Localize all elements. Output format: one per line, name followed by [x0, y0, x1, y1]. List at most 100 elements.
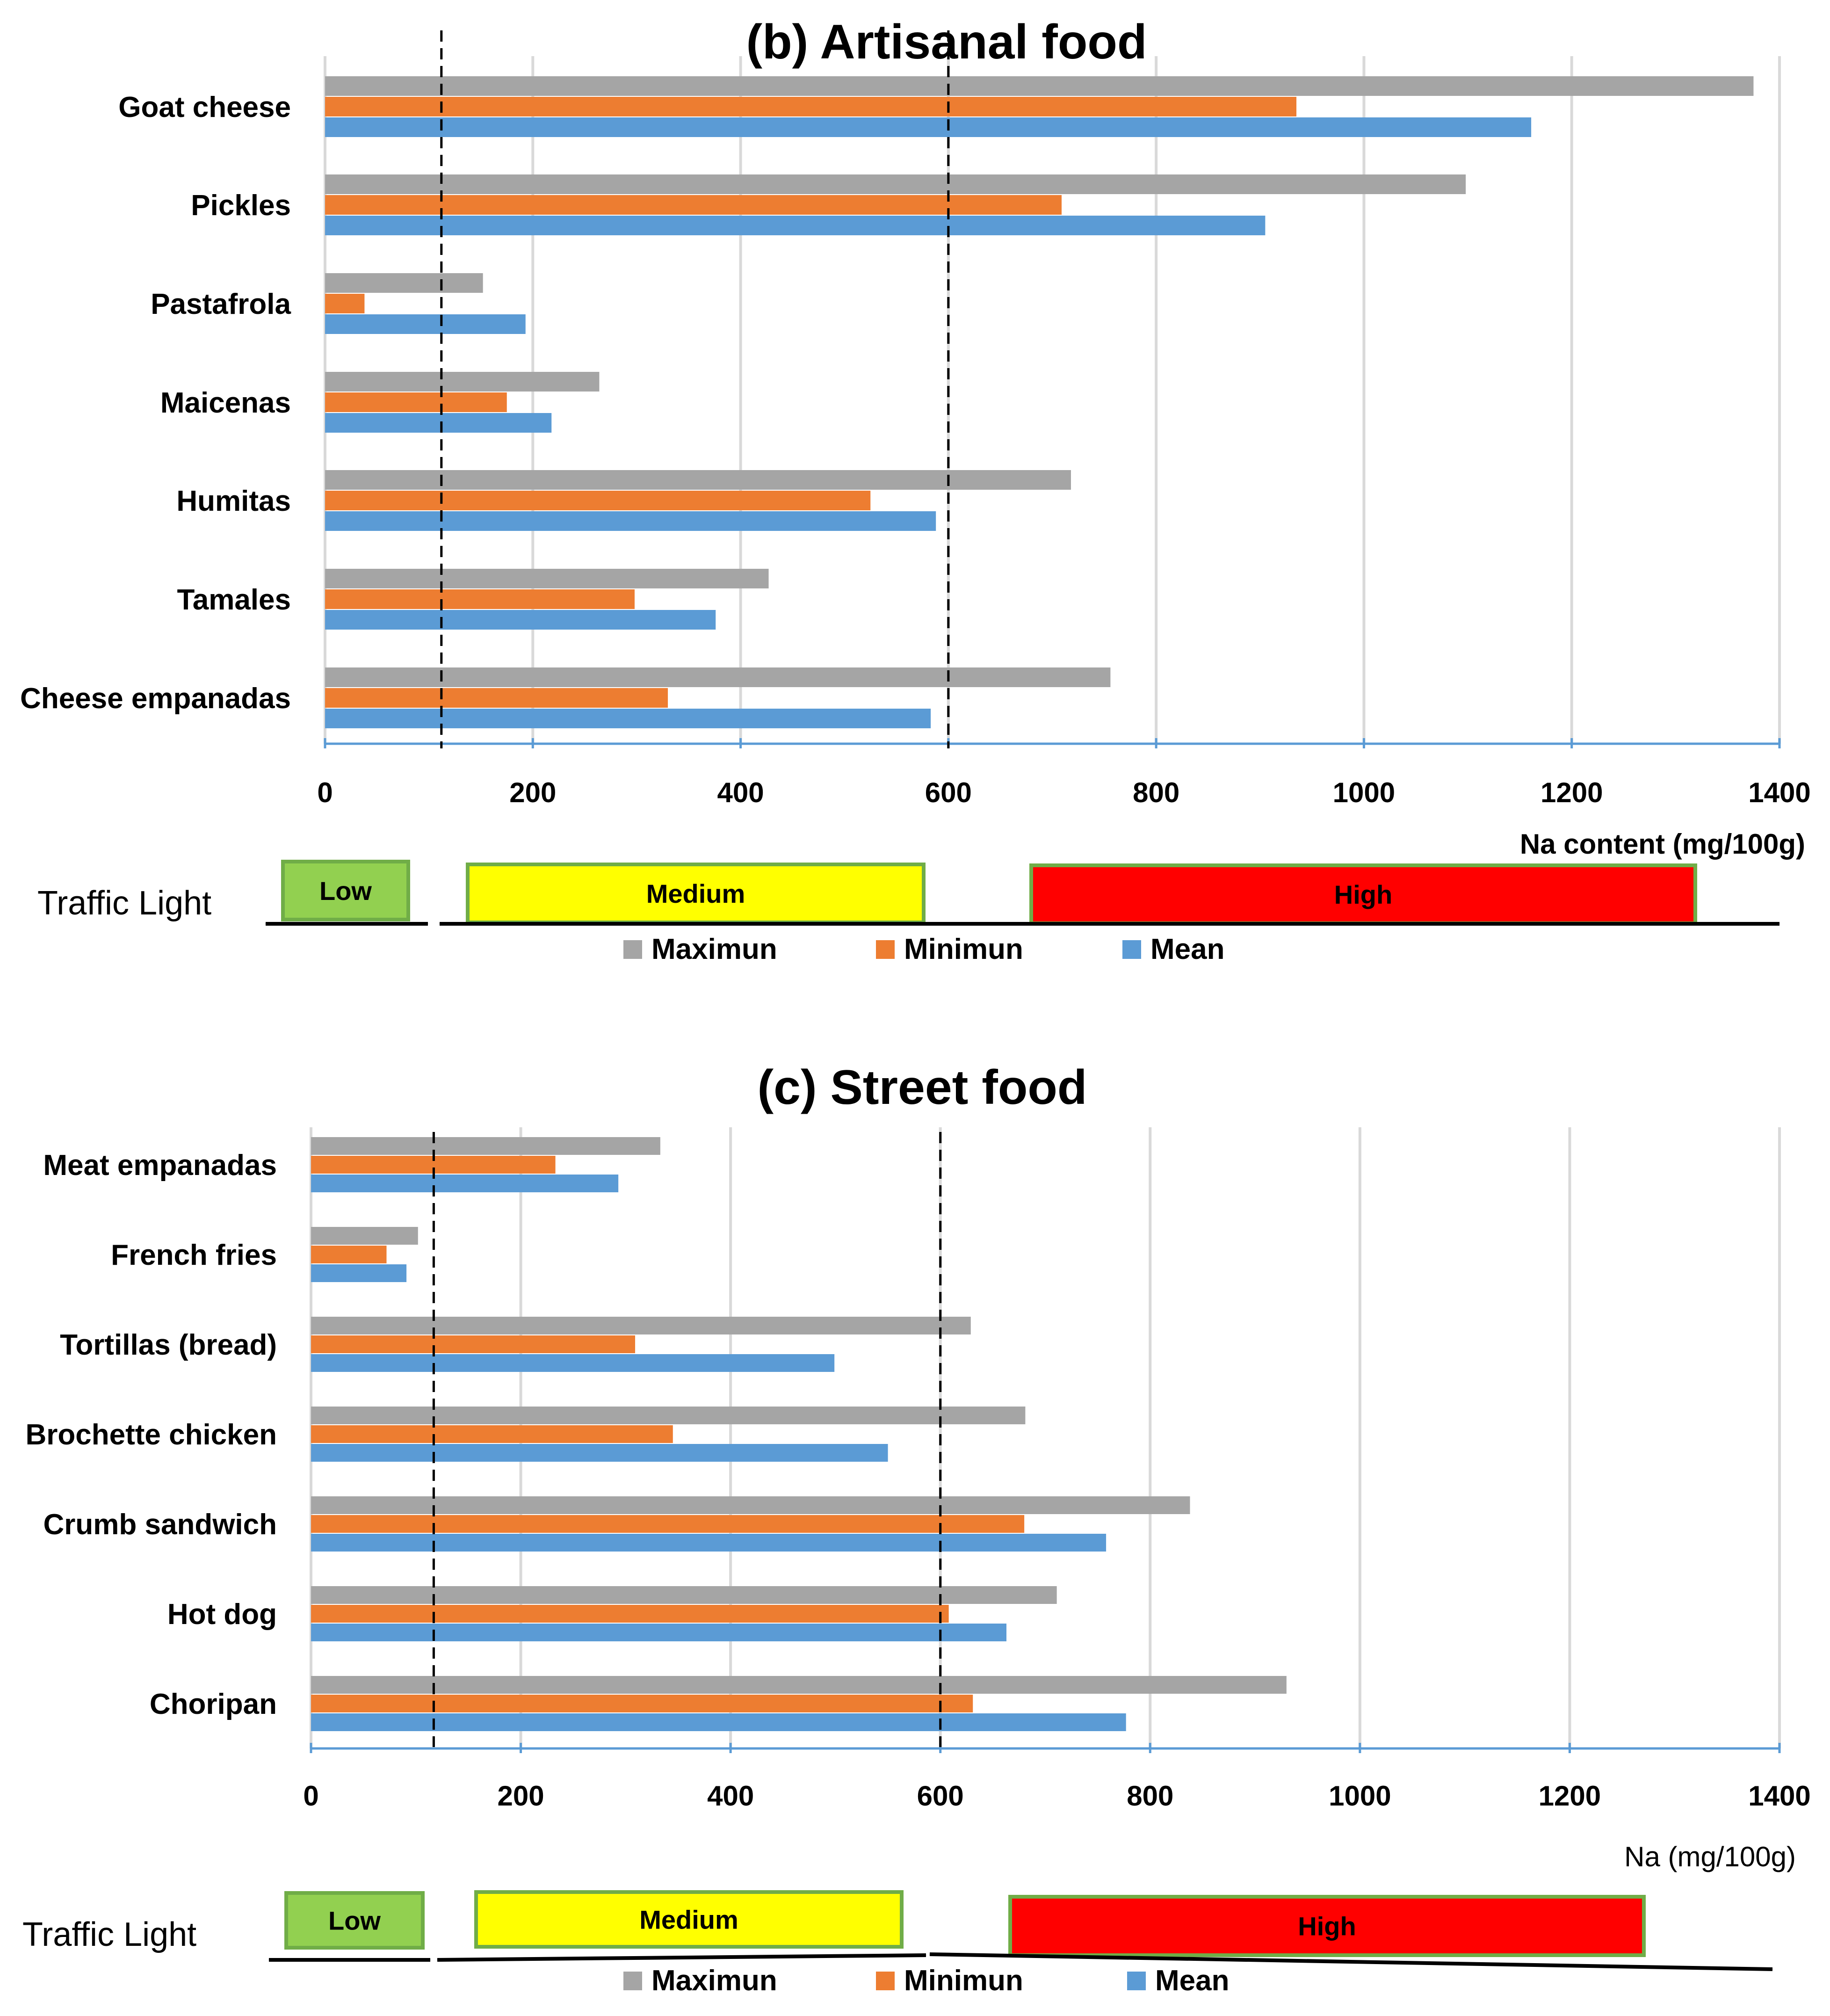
- x-tick-label: 1400: [1748, 1780, 1810, 1812]
- category-label: Hot dog: [167, 1598, 277, 1631]
- chart-title: (b) Artisanal food: [746, 15, 1147, 69]
- bar-french-fries-minimun: [311, 1246, 387, 1263]
- bar-brochette-chicken-maximun: [311, 1407, 1026, 1424]
- bar-brochette-chicken-mean: [311, 1444, 888, 1462]
- category-label: Pickles: [191, 189, 291, 222]
- legend-label: Maximun: [651, 1965, 777, 1997]
- x-tick-label: 600: [925, 777, 972, 808]
- x-tick-label: 400: [707, 1780, 754, 1812]
- traffic-light-high-label: High: [1298, 1912, 1356, 1941]
- category-label: Goat cheese: [118, 91, 291, 123]
- category-label: Brochette chicken: [25, 1419, 277, 1451]
- legend-label: Maximun: [651, 933, 777, 965]
- bar-hot-dog-maximun: [311, 1586, 1057, 1604]
- bar-choripan-minimun: [311, 1695, 973, 1712]
- x-tick-label: 200: [498, 1780, 544, 1812]
- traffic-light-range-arrow: [929, 1952, 1773, 1971]
- bar-cheese-empanadas-mean: [325, 709, 931, 728]
- x-tick-label: 1000: [1333, 777, 1395, 808]
- legend-swatch-maximun: [623, 940, 642, 959]
- bar-pickles-maximun: [325, 174, 1466, 194]
- category-label: French fries: [111, 1239, 277, 1271]
- category-label: Tortillas (bread): [60, 1329, 277, 1361]
- category-label: Tamales: [177, 584, 291, 616]
- bar-goat-cheese-minimun: [325, 97, 1297, 116]
- bar-hot-dog-minimun: [311, 1605, 949, 1623]
- bar-maicenas-maximun: [325, 372, 600, 392]
- traffic-light-range-arrow: [437, 1953, 926, 1962]
- x-tick-label: 800: [1133, 777, 1179, 808]
- bar-french-fries-maximun: [311, 1227, 418, 1245]
- bar-pickles-minimun: [325, 195, 1062, 215]
- bar-goat-cheese-mean: [325, 117, 1532, 137]
- category-label: Choripan: [150, 1688, 277, 1720]
- bar-pastafrola-maximun: [325, 273, 483, 293]
- bar-crumb-sandwich-maximun: [311, 1496, 1190, 1514]
- traffic-light-medium-label: Medium: [639, 1905, 738, 1935]
- bar-maicenas-mean: [325, 413, 552, 433]
- bar-humitas-minimun: [325, 491, 871, 510]
- bar-french-fries-mean: [311, 1264, 407, 1282]
- legend-swatch-mean: [1127, 1972, 1146, 1990]
- bar-crumb-sandwich-minimun: [311, 1515, 1025, 1533]
- artisanal-food-chart: (b) Artisanal food Goat cheese Pickles Past…: [20, 15, 1811, 965]
- legend-swatch-maximun: [623, 1972, 642, 1990]
- bar-pastafrola-mean: [325, 314, 526, 334]
- category-label: Humitas: [176, 485, 291, 517]
- legend-swatch-minimun: [876, 1972, 895, 1990]
- bar-humitas-mean: [325, 511, 936, 531]
- legend-label: Minimun: [904, 1965, 1023, 1997]
- legend-swatch-minimun: [876, 940, 895, 959]
- bar-meat-empanadas-maximun: [311, 1137, 660, 1155]
- x-tick-label: 600: [917, 1780, 964, 1812]
- traffic-light-title: Traffic Light: [37, 885, 211, 922]
- street-food-chart: (c) Street food Meat empanadas French frie…: [22, 1060, 1811, 1997]
- bar-tortillas-bread-minimun: [311, 1335, 636, 1353]
- bar-crumb-sandwich-mean: [311, 1534, 1107, 1552]
- x-tick-label: 1200: [1541, 777, 1603, 808]
- bar-tamales-mean: [325, 610, 716, 630]
- category-label: Cheese empanadas: [20, 682, 291, 715]
- traffic-light-medium-label: Medium: [646, 879, 745, 908]
- bar-choripan-maximun: [311, 1676, 1287, 1694]
- bar-hot-dog-mean: [311, 1624, 1007, 1641]
- category-label: Maicenas: [160, 387, 291, 419]
- bar-maicenas-minimun: [325, 392, 507, 412]
- x-tick-label: 1400: [1748, 777, 1810, 808]
- bar-meat-empanadas-mean: [311, 1175, 619, 1192]
- x-tick-label: 1000: [1329, 1780, 1391, 1812]
- bar-tortillas-bread-mean: [311, 1354, 835, 1372]
- traffic-light-low-label: Low: [328, 1906, 381, 1936]
- traffic-light-low-box: [284, 1891, 425, 1950]
- bar-cheese-empanadas-maximun: [325, 667, 1111, 687]
- bar-tortillas-bread-maximun: [311, 1317, 971, 1334]
- x-tick-label: 200: [509, 777, 556, 808]
- x-axis-title: Na content (mg/100g): [1520, 828, 1805, 860]
- x-tick-label: 0: [317, 777, 333, 808]
- legend-label: Mean: [1155, 1965, 1229, 1997]
- bar-pickles-mean: [325, 216, 1266, 235]
- bar-pastafrola-minimun: [325, 294, 365, 313]
- traffic-light-low-label: Low: [319, 876, 372, 906]
- traffic-light-high-label: High: [1334, 880, 1392, 909]
- category-label: Meat empanadas: [43, 1149, 277, 1182]
- bar-cheese-empanadas-minimun: [325, 688, 668, 708]
- legend-label: Minimun: [904, 933, 1023, 965]
- bar-choripan-mean: [311, 1713, 1126, 1731]
- legend-swatch-mean: [1122, 940, 1141, 959]
- bar-tamales-maximun: [325, 569, 769, 588]
- x-tick-label: 1200: [1539, 1780, 1601, 1812]
- traffic-light-medium-box: [474, 1890, 904, 1949]
- bar-humitas-maximun: [325, 470, 1071, 490]
- bar-goat-cheese-maximun: [325, 76, 1754, 96]
- bar-brochette-chicken-minimun: [311, 1425, 673, 1443]
- x-tick-label: 0: [303, 1780, 318, 1812]
- x-tick-label: 400: [717, 777, 764, 808]
- x-tick-label: 800: [1127, 1780, 1173, 1812]
- bar-tamales-minimun: [325, 589, 635, 609]
- traffic-light-low-box: [281, 860, 410, 921]
- category-label: Pastafrola: [151, 288, 291, 320]
- legend-label: Mean: [1150, 933, 1224, 965]
- chart-title: (c) Street food: [758, 1060, 1087, 1115]
